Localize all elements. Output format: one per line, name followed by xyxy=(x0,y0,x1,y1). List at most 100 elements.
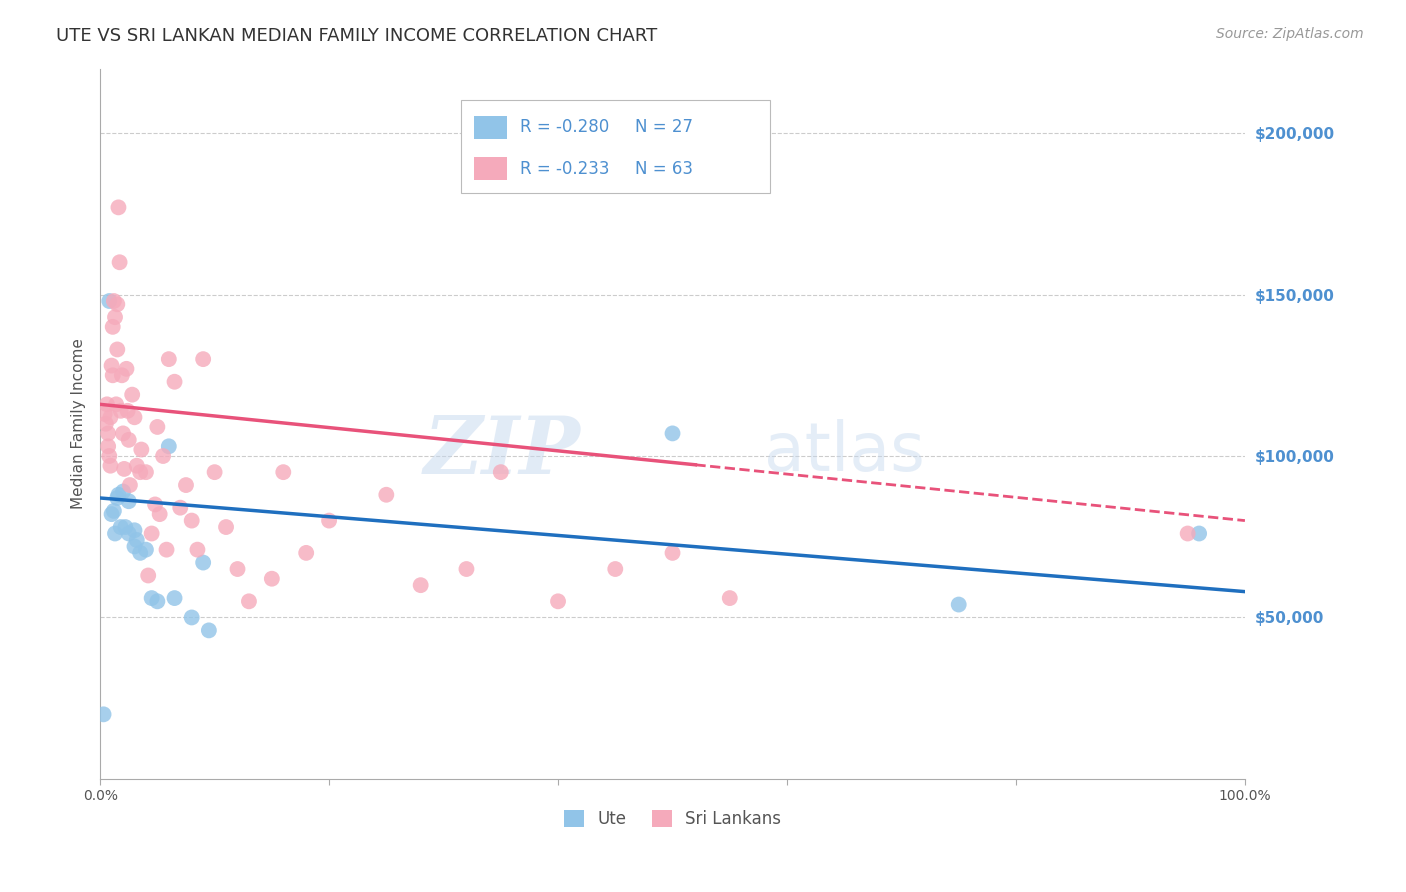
Point xyxy=(661,546,683,560)
FancyBboxPatch shape xyxy=(474,116,506,139)
Point xyxy=(204,465,226,479)
Point xyxy=(111,426,134,441)
Point xyxy=(100,507,122,521)
Point xyxy=(155,542,177,557)
Point xyxy=(124,523,146,537)
Point xyxy=(948,598,970,612)
Point xyxy=(136,568,159,582)
Point xyxy=(186,542,208,557)
Text: atlas: atlas xyxy=(763,419,925,485)
Text: R = -0.280: R = -0.280 xyxy=(520,119,610,136)
Point xyxy=(135,542,157,557)
Point xyxy=(547,594,569,608)
Point xyxy=(100,359,122,373)
Point xyxy=(111,368,134,383)
Point xyxy=(375,488,398,502)
Point xyxy=(718,591,741,606)
Point xyxy=(121,387,143,401)
Point xyxy=(1188,526,1211,541)
Point xyxy=(118,478,141,492)
Point xyxy=(131,442,153,457)
Point xyxy=(1177,526,1199,541)
Point xyxy=(129,465,152,479)
Text: UTE VS SRI LANKAN MEDIAN FAMILY INCOME CORRELATION CHART: UTE VS SRI LANKAN MEDIAN FAMILY INCOME C… xyxy=(56,27,658,45)
Point xyxy=(110,520,132,534)
Point xyxy=(115,361,138,376)
Point xyxy=(111,484,134,499)
FancyBboxPatch shape xyxy=(461,101,770,193)
Point xyxy=(124,540,146,554)
Point xyxy=(157,352,180,367)
Text: ZIP: ZIP xyxy=(425,413,581,491)
Text: R = -0.233: R = -0.233 xyxy=(520,160,610,178)
Point xyxy=(98,449,121,463)
Point xyxy=(143,498,166,512)
Point xyxy=(114,520,136,534)
Point xyxy=(96,397,118,411)
Text: N = 27: N = 27 xyxy=(634,119,693,136)
Point xyxy=(108,255,131,269)
Point xyxy=(409,578,432,592)
Point xyxy=(605,562,627,576)
Point xyxy=(125,458,148,473)
Point xyxy=(295,546,318,560)
Point xyxy=(174,478,197,492)
Text: N = 63: N = 63 xyxy=(634,160,693,178)
Point xyxy=(180,514,202,528)
Point xyxy=(110,404,132,418)
Point xyxy=(124,410,146,425)
Point xyxy=(163,375,186,389)
Point xyxy=(104,526,127,541)
Point xyxy=(135,465,157,479)
Point xyxy=(117,404,139,418)
Point xyxy=(157,439,180,453)
Point xyxy=(107,200,129,214)
Point xyxy=(118,494,141,508)
Point xyxy=(101,319,124,334)
Y-axis label: Median Family Income: Median Family Income xyxy=(72,338,86,509)
Point xyxy=(141,526,163,541)
Point xyxy=(215,520,238,534)
Point xyxy=(198,624,221,638)
Point xyxy=(118,526,141,541)
Point xyxy=(141,591,163,606)
Point xyxy=(100,458,122,473)
Point xyxy=(489,465,512,479)
Point xyxy=(129,546,152,560)
Point xyxy=(105,397,128,411)
Point xyxy=(169,500,191,515)
Point xyxy=(93,407,115,421)
Point xyxy=(105,297,128,311)
Point xyxy=(146,420,169,434)
Point xyxy=(149,507,172,521)
Point xyxy=(271,465,294,479)
Point xyxy=(112,462,135,476)
Point xyxy=(100,410,122,425)
Point xyxy=(456,562,478,576)
Point xyxy=(191,556,214,570)
Point xyxy=(163,591,186,606)
Text: Source: ZipAtlas.com: Source: ZipAtlas.com xyxy=(1216,27,1364,41)
Point xyxy=(103,293,125,308)
Point xyxy=(93,707,115,722)
Point xyxy=(238,594,260,608)
Point xyxy=(105,491,128,505)
Point xyxy=(105,343,128,357)
Point xyxy=(118,433,141,447)
Point xyxy=(107,488,129,502)
Point xyxy=(180,610,202,624)
Point xyxy=(94,417,117,431)
Point xyxy=(97,426,120,441)
Point xyxy=(152,449,174,463)
Point xyxy=(191,352,214,367)
Point xyxy=(260,572,283,586)
Point xyxy=(97,439,120,453)
Point xyxy=(146,594,169,608)
Point xyxy=(661,426,683,441)
Point xyxy=(125,533,148,547)
Point xyxy=(103,504,125,518)
Point xyxy=(318,514,340,528)
Point xyxy=(101,368,124,383)
Point xyxy=(104,310,127,325)
FancyBboxPatch shape xyxy=(474,157,506,180)
